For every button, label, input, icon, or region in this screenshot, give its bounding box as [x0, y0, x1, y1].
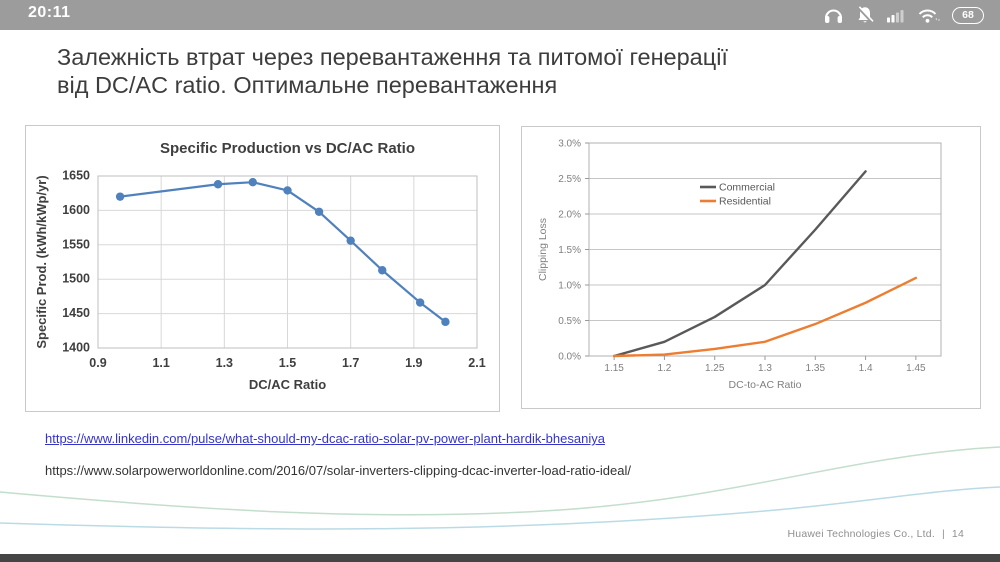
link-linkedin-article[interactable]: https://www.linkedin.com/pulse/what-shou… [45, 431, 605, 446]
slide-title: Залежність втрат через перевантаження та… [57, 43, 728, 99]
svg-text:0.9: 0.9 [89, 356, 106, 370]
bell-muted-icon [855, 5, 875, 25]
clipping-loss-chart: 0.0% 0.5% 1.0% 1.5% 2.0% 2.5% 3.0% 1.15 1.2 1.25 1… [537, 139, 942, 391]
wifi-icon [917, 5, 941, 25]
svg-text:1550: 1550 [62, 237, 90, 251]
svg-text:1.45: 1.45 [906, 363, 926, 374]
status-bar: 20:11 [0, 0, 1000, 30]
link-solarpowerworld-article: https://www.solarpowerworldonline.com/20… [45, 463, 631, 478]
svg-text:1.5: 1.5 [279, 356, 296, 370]
svg-text:Specific Prod. (kWh/kWp/yr): Specific Prod. (kWh/kWp/yr) [34, 175, 49, 348]
clock-label: 20:11 [28, 4, 71, 21]
svg-text:Residential: Residential [719, 196, 771, 208]
title-line-1: Залежність втрат через перевантаження та… [57, 44, 728, 70]
svg-text:1.5%: 1.5% [558, 245, 581, 256]
footer-divider: | [941, 528, 945, 540]
svg-text:1.4: 1.4 [859, 363, 873, 374]
title-line-2: від DC/AC ratio. Оптимальне перевантажен… [57, 72, 558, 98]
svg-text:Clipping Loss: Clipping Loss [537, 218, 549, 281]
signal-strength-icon [886, 5, 906, 25]
svg-text:1.0%: 1.0% [558, 281, 581, 292]
svg-text:1.3: 1.3 [758, 363, 772, 374]
svg-text:1.15: 1.15 [604, 363, 624, 374]
svg-text:0.5%: 0.5% [558, 316, 581, 327]
svg-text:1.1: 1.1 [152, 356, 169, 370]
svg-text:1.7: 1.7 [342, 356, 359, 370]
svg-text:1650: 1650 [62, 169, 90, 183]
specific-production-chart: 1400 1450 1500 1550 1600 1650 0.9 1.1 1.3 1.5 1.7 1… [34, 140, 486, 392]
svg-text:1.9: 1.9 [405, 356, 422, 370]
svg-text:2.0%: 2.0% [558, 210, 581, 221]
svg-text:DC/AC Ratio: DC/AC Ratio [249, 377, 326, 392]
svg-text:2.5%: 2.5% [558, 174, 581, 185]
svg-text:1.35: 1.35 [806, 363, 826, 374]
svg-text:DC-to-AC Ratio: DC-to-AC Ratio [729, 379, 802, 391]
clipping-loss-chart-panel: 0.0% 0.5% 1.0% 1.5% 2.0% 2.5% 3.0% 1.15 1.2 1.25 1… [521, 126, 981, 409]
specific-production-chart-panel: 1400 1450 1500 1550 1600 1650 0.9 1.1 1.3 1.5 1.7 1… [25, 125, 500, 412]
company-name: Huawei Technologies Co., Ltd. [787, 528, 935, 540]
svg-text:1600: 1600 [62, 203, 90, 217]
slide-footer: Huawei Technologies Co., Ltd. | 14 [788, 528, 964, 540]
page-number: 14 [951, 528, 964, 540]
svg-text:1400: 1400 [62, 341, 90, 355]
svg-text:2.1: 2.1 [468, 356, 485, 370]
headphones-icon [823, 5, 844, 25]
svg-text:3.0%: 3.0% [558, 139, 581, 150]
battery-icon: 68 [952, 6, 984, 24]
svg-text:1.2: 1.2 [657, 363, 671, 374]
bottom-bar [0, 554, 1000, 562]
svg-text:0.0%: 0.0% [558, 352, 581, 363]
svg-text:Specific Production vs DC/AC R: Specific Production vs DC/AC Ratio [160, 140, 415, 157]
svg-text:1.3: 1.3 [216, 356, 233, 370]
svg-text:1.25: 1.25 [705, 363, 725, 374]
svg-text:1450: 1450 [62, 306, 90, 320]
svg-text:Commercial: Commercial [719, 182, 775, 194]
svg-text:1500: 1500 [62, 272, 90, 286]
battery-level: 68 [962, 9, 974, 21]
